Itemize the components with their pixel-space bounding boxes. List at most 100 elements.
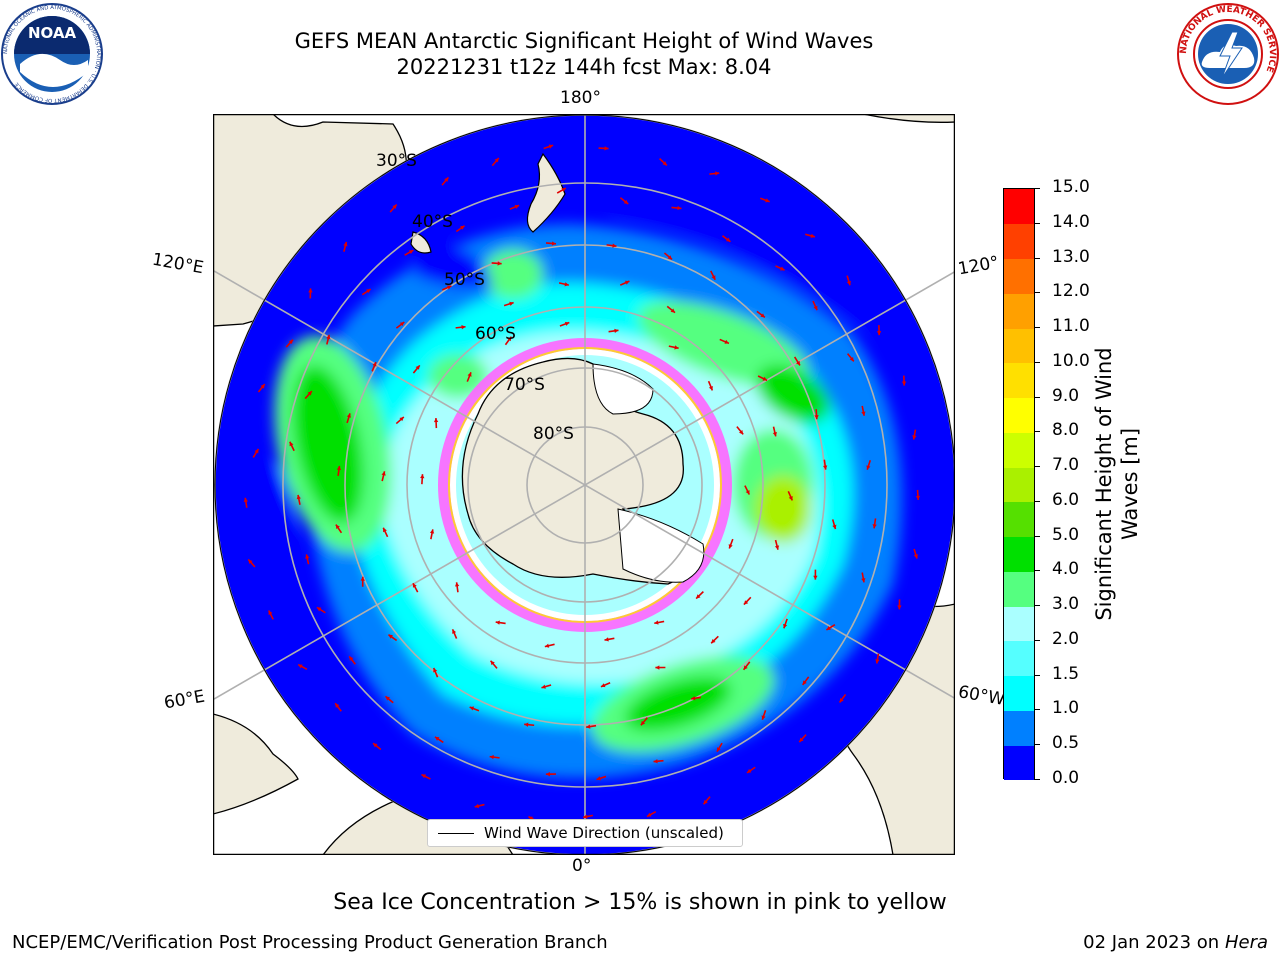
wave-direction-arrowhead [725,237,731,242]
wave-direction-arrowhead [545,771,550,777]
wave-direction-arrowhead [541,684,546,689]
colorbar-tick [1034,709,1040,711]
colorbar-tick [1034,361,1040,363]
colorbar-tick [1034,188,1040,189]
colorbar-tick [1034,744,1040,746]
wave-direction-arrowhead [497,261,502,266]
colorbar-tick [1034,605,1040,607]
wave-direction-arrowhead [307,391,312,396]
wave-direction-arrowhead [746,768,752,773]
wave-direction-arrowhead [872,524,877,529]
wave-direction-arrowhead [696,594,701,599]
colorbar-tick [1034,535,1040,537]
wave-direction-arrowhead [444,177,449,182]
wave-direction-arrowhead [408,250,414,255]
wave-direction-arrowhead [460,225,465,230]
lat-label-30s: 30°S [376,151,417,171]
wave-direction-arrowhead [876,331,882,336]
wave-direction-arrowhead [600,683,606,688]
wave-direction-arrowhead [897,605,902,610]
wave-direction-arrowhead [728,544,733,549]
colorbar-segment [1004,328,1034,364]
map-frame [212,113,956,856]
wave-direction-arrowhead [335,703,340,708]
colorbar-tick-label: 7.0 [1052,455,1080,476]
wave-direction-arrowhead [810,233,815,238]
wave-direction-arrowhead [583,814,588,819]
wave-direction-arrowhead [655,665,660,670]
colorbar-tick-label: 6.0 [1052,489,1080,510]
wave-direction-arrowhead [846,280,851,286]
colorbar-tick-label: 11.0 [1052,316,1090,337]
svg-text:NOAA: NOAA [28,24,77,42]
wave-direction-arrowhead [528,816,533,821]
wave-direction-arrowhead [399,321,405,327]
colorbar-segment [1004,223,1034,259]
wave-direction-arrowhead [454,582,460,587]
wave-direction-arrowhead [861,411,866,416]
colorbar-tick-label: 12.0 [1052,281,1090,302]
wave-direction-arrowhead [507,336,512,342]
wave-direction-arrowhead [360,576,365,581]
colorbar-title-line1: Significant Height of Wind [1092,347,1116,621]
wave-direction-arrowhead [544,643,550,648]
credit-branch: NCEP/EMC/Verification Post Processing Pr… [12,932,608,953]
wave-direction-arrowhead [839,698,844,703]
legend-label: Wind Wave Direction (unscaled) [484,824,724,842]
wave-direction-arrowhead [796,360,800,366]
colorbar-tick-label: 9.0 [1052,385,1080,406]
colorbar-segment [1004,606,1034,642]
wave-direction-arrowhead [662,161,667,166]
wave-direction-arrowhead [703,799,708,805]
wave-direction-arrowhead [336,465,342,471]
lat-label-60s: 60°S [475,324,516,344]
wave-direction-arrowhead [711,638,716,644]
wave-direction-arrowhead [743,600,749,605]
wave-direction-arrowhead [745,490,750,495]
wave-direction-arrowhead [724,339,729,344]
wave-direction-arrowhead [772,432,777,437]
lon-label-180: 180° [560,88,601,108]
colorbar-tick-label: 5.0 [1052,524,1080,545]
colorbar-tick [1034,779,1040,780]
wave-direction-arrowhead [612,243,617,248]
wave-direction-arrowhead [780,266,785,271]
wave-direction-arrowhead [433,667,438,673]
wave-direction-arrowhead [548,144,554,149]
wave-direction-arrowhead [866,465,871,470]
wind-wave-arrows [243,144,921,823]
wave-direction-arrowhead [875,659,880,664]
colorbar-tick [1034,639,1040,641]
wave-direction-arrowhead [494,158,499,163]
wave-direction-arrowhead [392,204,397,209]
wave-direction-arrowhead [446,285,452,290]
colorbar-segment [1004,710,1034,746]
wave-direction-arrowhead [774,545,780,550]
wave-direction-arrowhead [288,339,293,345]
colorbar-tick [1034,570,1040,572]
credit-date: 02 Jan 2023 on Hera [1083,932,1268,953]
colorbar-segment [1004,432,1034,468]
wave-direction-arrowhead [412,583,417,588]
colorbar-segment [1004,536,1034,572]
wave-direction-arrowhead [913,554,918,559]
lat-label-80s: 80°S [533,424,574,444]
lat-label-50s: 50°S [444,270,485,290]
wave-direction-arrowhead [670,308,676,313]
lon-label-60w: 60°W [956,682,1007,710]
wave-direction-arrowhead [813,575,818,580]
polar-map [212,113,956,856]
wave-direction-arrowhead [429,529,435,534]
wave-direction-arrowhead [814,415,819,420]
wave-direction-arrowhead [305,554,310,559]
wave-direction-arrowhead [647,812,652,817]
wave-direction-arrowhead [383,527,387,533]
wave-direction-arrowhead [346,413,351,418]
colorbar-segment [1004,467,1034,503]
legend-line-swatch [438,832,474,834]
colorbar-tick [1034,327,1040,329]
wave-direction-arrowhead [433,418,439,423]
wave-direction-arrowhead [561,188,566,192]
wave-direction-arrowhead [399,416,404,422]
wave-direction-arrowhead [289,441,294,447]
